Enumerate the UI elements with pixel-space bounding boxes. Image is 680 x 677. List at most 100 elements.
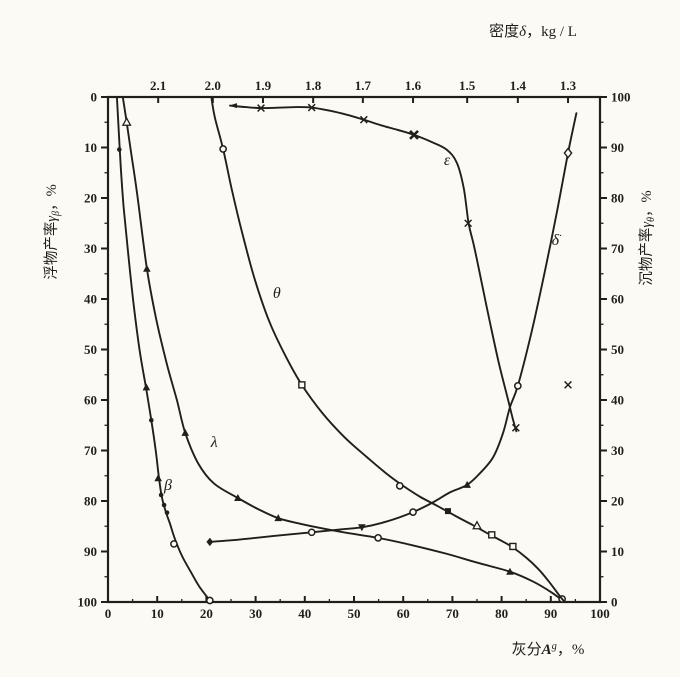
curve-label-epsilon: ε <box>444 152 451 169</box>
marker-shape <box>219 145 227 153</box>
marker-shape <box>307 103 316 112</box>
right-axis-tick-label: 90 <box>611 140 624 155</box>
left-axis-tick-label: 90 <box>84 544 97 559</box>
curve-lambda-marker <box>274 514 283 522</box>
marker-shape <box>117 147 122 152</box>
curve-lambda-marker <box>506 567 514 575</box>
marker-shape <box>563 147 573 159</box>
bottom-axis-tick-label: 0 <box>105 606 112 621</box>
curve-beta-marker <box>161 502 167 508</box>
curve-epsilon-marker <box>257 104 265 113</box>
curve-beta-marker <box>205 596 214 605</box>
marker-shape <box>158 492 164 498</box>
right-axis-tick-label: 60 <box>611 292 624 307</box>
curve-label-delta: δ· <box>552 230 562 249</box>
top-axis-tick-label: 2.0 <box>205 78 221 93</box>
marker-shape <box>409 129 419 140</box>
left-axis-tick-label: 40 <box>84 292 97 307</box>
marker-shape <box>229 103 238 109</box>
marker-shape <box>154 474 162 482</box>
top-axis-title: 密度δ，kg / L <box>489 23 577 40</box>
bottom-axis-tick-label: 10 <box>151 606 164 621</box>
curve-lambda-marker <box>181 428 190 436</box>
curve-label-beta: β <box>163 477 172 494</box>
marker-shape <box>395 482 404 490</box>
curve-delta-marker <box>513 382 522 390</box>
marker-shape <box>161 502 167 508</box>
right-axis-title: 沉物产率γθ​，% <box>638 190 657 285</box>
marker-shape <box>409 508 417 516</box>
curve-beta-marker <box>117 147 122 152</box>
marker-shape <box>170 540 178 548</box>
top-axis-tick-label: 1.3 <box>560 78 577 93</box>
right-axis-tick-label: 20 <box>611 494 624 509</box>
curve-lambda-marker <box>121 116 132 126</box>
right-axis-tick-label: 0 <box>611 595 618 610</box>
marker-shape <box>509 542 517 551</box>
curve-theta <box>210 96 566 603</box>
bottom-axis-tick-label: 30 <box>249 606 262 621</box>
marker-shape <box>564 380 572 389</box>
curve-delta-marker <box>463 480 471 488</box>
curve-beta-marker <box>158 492 164 498</box>
marker-shape <box>513 382 522 390</box>
right-axis-tick-label: 10 <box>611 544 624 559</box>
left-axis-tick-label: 0 <box>91 90 98 105</box>
right-axis-tick-label: 70 <box>611 241 624 256</box>
left-axis-tick-label: 80 <box>84 494 97 509</box>
top-axis-tick-label: 1.8 <box>305 78 322 93</box>
marker-shape <box>181 428 190 436</box>
curve-epsilon-marker <box>464 219 473 228</box>
right-axis-tick-label: 30 <box>611 443 624 458</box>
marker-shape <box>444 508 451 515</box>
bottom-axis-tick-label: 100 <box>590 606 610 621</box>
marker-shape <box>274 514 283 522</box>
curve-lambda-marker <box>143 264 151 272</box>
top-axis-tick-label: 1.6 <box>405 78 422 93</box>
marker-shape <box>506 567 514 575</box>
marker-shape <box>307 528 316 537</box>
bottom-axis-tick-label: 80 <box>495 606 508 621</box>
curve-label-lambda: λ <box>210 434 218 451</box>
curve-lambda-marker <box>374 534 382 542</box>
curve-theta-marker <box>509 542 517 551</box>
top-axis-tick-label: 1.5 <box>459 78 476 93</box>
marker-shape <box>142 383 151 391</box>
bottom-axis-tick-label: 20 <box>200 606 213 621</box>
top-axis-tick-label: 1.4 <box>510 78 527 93</box>
bottom-axis-tick-label: 60 <box>397 606 410 621</box>
right-axis-tick-label: 50 <box>611 342 624 357</box>
left-axis-tick-label: 20 <box>84 191 97 206</box>
curve-epsilon <box>229 104 518 433</box>
curve-lambda-marker <box>234 493 242 501</box>
curve-beta-marker <box>154 474 162 482</box>
bottom-axis-tick-label: 40 <box>298 606 311 621</box>
marker-shape <box>298 381 306 389</box>
marker-shape <box>488 531 496 539</box>
left-axis-tick-label: 70 <box>84 443 97 458</box>
stray-point-marker <box>564 380 572 389</box>
left-axis-tick-label: 100 <box>78 595 98 610</box>
marker-shape <box>358 524 366 532</box>
curve-theta-marker <box>444 508 451 515</box>
marker-shape <box>121 116 132 126</box>
top-axis-tick-label: 2.1 <box>150 78 166 93</box>
left-axis-tick-label: 10 <box>84 140 97 155</box>
curve-theta-marker <box>472 520 482 530</box>
marker-shape <box>472 520 482 530</box>
curve-beta-marker <box>148 417 154 423</box>
curve-delta-marker <box>563 147 573 159</box>
curve-epsilon-marker <box>359 115 368 124</box>
curve-beta-marker <box>164 510 170 515</box>
marker-shape <box>374 534 382 542</box>
bottom-axis-title: 灰分Ag​，% <box>512 641 585 658</box>
curve-beta-marker <box>170 540 178 548</box>
plot-frame <box>106 95 602 604</box>
top-axis-tick-label: 1.7 <box>355 78 372 93</box>
left-axis-tick-label: 60 <box>84 393 97 408</box>
curve-epsilon-marker <box>229 103 238 109</box>
marker-shape <box>164 510 170 515</box>
curve-delta-marker <box>358 524 366 532</box>
